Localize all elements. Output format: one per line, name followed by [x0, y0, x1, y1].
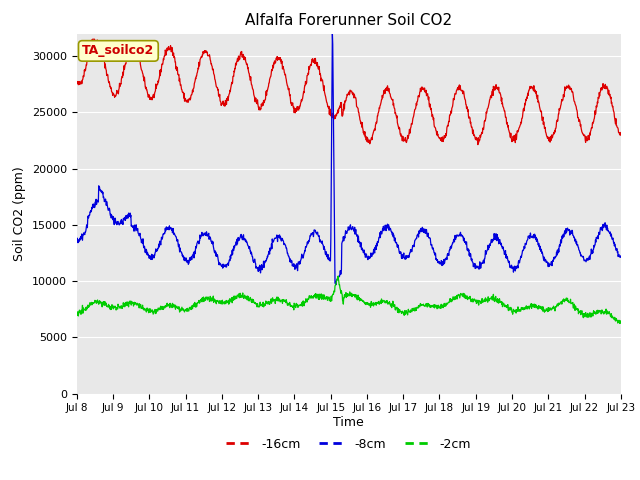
Title: Alfalfa Forerunner Soil CO2: Alfalfa Forerunner Soil CO2	[245, 13, 452, 28]
Legend: -16cm, -8cm, -2cm: -16cm, -8cm, -2cm	[221, 433, 476, 456]
Y-axis label: Soil CO2 (ppm): Soil CO2 (ppm)	[13, 166, 26, 261]
Text: TA_soilco2: TA_soilco2	[82, 44, 154, 58]
X-axis label: Time: Time	[333, 416, 364, 429]
